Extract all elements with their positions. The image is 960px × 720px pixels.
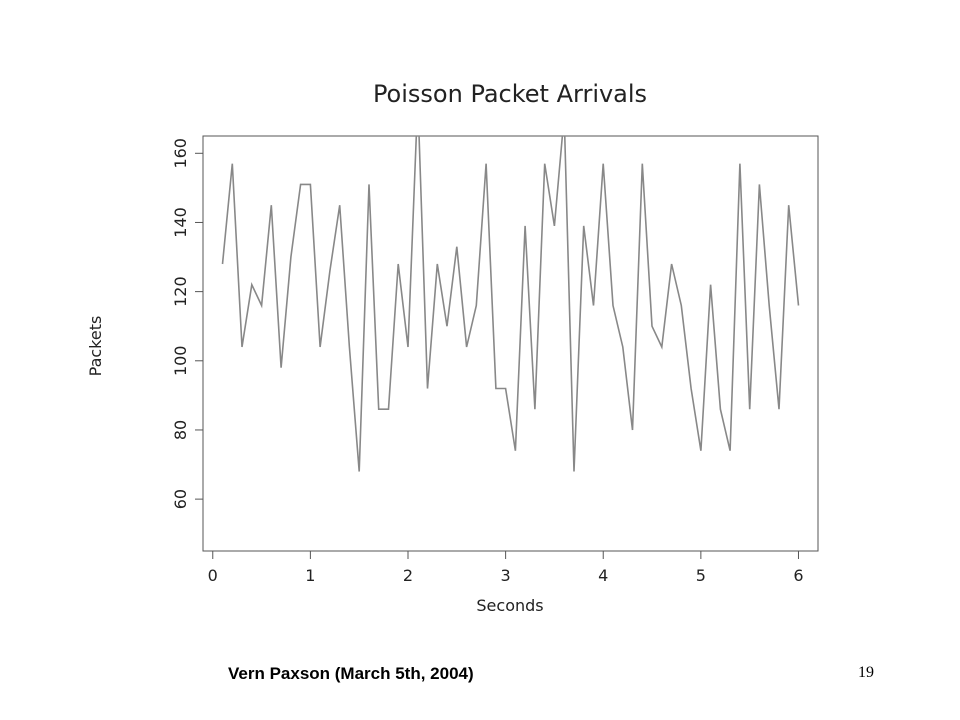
y-tick-label: 160	[171, 138, 190, 169]
y-tick-label: 60	[171, 489, 190, 509]
series-line	[221, 136, 800, 472]
y-tick-label: 120	[171, 276, 190, 307]
y-tick-label: 140	[171, 207, 190, 238]
x-tick-label: 2	[403, 566, 413, 585]
x-tick-label: 1	[305, 566, 315, 585]
y-tick-label: 100	[171, 346, 190, 377]
y-tick-label: 80	[171, 420, 190, 440]
x-tick-label: 3	[501, 566, 511, 585]
x-tick-label: 4	[598, 566, 608, 585]
x-tick-label: 6	[793, 566, 803, 585]
page-number: 19	[858, 664, 874, 681]
x-tick-label: 0	[208, 566, 218, 585]
footer-caption: Vern Paxson (March 5th, 2004)	[228, 664, 474, 683]
y-axis-label: Packets	[86, 316, 105, 377]
plot-frame	[202, 135, 819, 552]
chart-title: Poisson Packet Arrivals	[373, 80, 647, 108]
x-axis-label: Seconds	[476, 596, 543, 615]
x-tick-label: 5	[696, 566, 706, 585]
